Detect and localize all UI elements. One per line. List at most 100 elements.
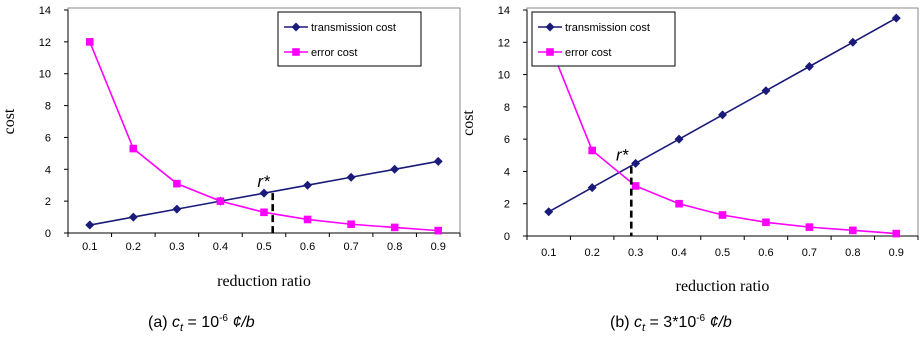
legend-diamond-marker <box>291 22 301 32</box>
caption-prefix: (b) <box>610 314 634 331</box>
legend-box <box>531 11 676 67</box>
caption-variable: c <box>634 314 642 331</box>
transmission-cost-point <box>804 62 814 71</box>
caption-subscript: t <box>642 322 646 334</box>
error-cost-point <box>849 226 857 235</box>
transmission-cost-point <box>85 220 95 230</box>
caption-variable: c <box>172 314 180 331</box>
x-tick-label: 0.7 <box>343 241 358 253</box>
transmission-cost-point <box>128 212 138 222</box>
error-cost-point <box>631 182 640 190</box>
x-tick-label: 0.1 <box>82 241 97 253</box>
transmission-cost-point <box>587 183 597 193</box>
transmission-cost-point <box>390 164 400 174</box>
transmission-cost-point <box>674 134 684 144</box>
x-tick-label: 0.3 <box>169 241 184 253</box>
transmission-cost-point <box>346 172 356 182</box>
error-cost-point <box>347 220 355 229</box>
error-cost-point <box>434 226 443 235</box>
transmission-cost-point <box>303 180 313 190</box>
legend-label-error: error cost <box>311 47 357 59</box>
y-tick-label: 12 <box>498 37 510 49</box>
transmission-cost-point <box>718 110 727 120</box>
transmission-cost-point <box>544 207 554 217</box>
y-tick-label: 4 <box>45 164 51 176</box>
y-tick-label: 6 <box>45 132 51 144</box>
x-tick-label: 0.7 <box>802 247 817 259</box>
optimal-ratio-label: r* <box>257 172 271 191</box>
error-cost-point <box>588 146 596 155</box>
error-cost-point <box>390 223 399 232</box>
legend-label-transmission: transmission cost <box>565 22 650 34</box>
y-tick-label: 0 <box>504 231 510 243</box>
x-tick-label: 0.6 <box>300 241 315 253</box>
transmission-cost-point <box>259 188 269 198</box>
transmission-cost-point <box>848 37 858 47</box>
legend-square-marker <box>546 48 554 56</box>
y-tick-label: 10 <box>39 69 51 81</box>
caption-prefix: (a) <box>148 314 172 331</box>
caption-equals: = 3*10 <box>645 314 696 331</box>
error-cost-point <box>303 215 312 224</box>
error-cost-point <box>173 179 181 188</box>
transmission-cost-point <box>172 204 182 214</box>
caption-unit: ¢/b <box>705 314 732 331</box>
legend-diamond-marker <box>545 22 555 32</box>
transmission-cost-point <box>761 86 771 96</box>
caption-superscript: -6 <box>219 313 228 324</box>
y-tick-label: 0 <box>45 228 51 240</box>
x-tick-label: 0.4 <box>671 247 686 259</box>
y-tick-label: 2 <box>45 196 51 208</box>
x-tick-label: 0.8 <box>845 247 860 259</box>
x-tick-label: 0.8 <box>387 241 402 253</box>
chart-caption: (b) ct = 3*10-6 ¢/b <box>610 313 732 334</box>
chart-b: 0 2 4 6 8 10 12 14 0.1 0.2 0.3 0.4 0.5 0.6 0.7 0.8 0.9 re… <box>460 5 919 334</box>
caption-equals: = 10 <box>183 314 219 331</box>
x-tick-label: 0.1 <box>541 247 556 259</box>
x-axis-label: reduction ratio <box>217 273 311 290</box>
y-tick-label: 8 <box>504 102 510 114</box>
transmission-cost-point <box>433 156 443 166</box>
transmission-cost-point <box>891 13 901 23</box>
error-cost-point <box>129 144 138 153</box>
x-tick-label: 0.2 <box>585 247 600 259</box>
transmission-cost-point <box>631 158 641 168</box>
error-cost-point <box>675 199 683 208</box>
y-tick-label: 2 <box>504 199 510 211</box>
y-tick-label: 10 <box>498 70 510 82</box>
x-tick-label: 0.9 <box>431 241 446 253</box>
error-cost-point <box>260 208 268 217</box>
error-cost-point <box>85 38 94 46</box>
x-axis-label: reduction ratio <box>676 278 770 295</box>
x-tick-label: 0.9 <box>889 247 904 259</box>
y-tick-label: 6 <box>504 134 510 146</box>
x-tick-label: 0.2 <box>126 241 141 253</box>
x-tick-label: 0.4 <box>213 241 228 253</box>
error-cost-point <box>718 211 727 219</box>
legend-label-transmission: transmission cost <box>311 22 396 34</box>
legend-box <box>277 11 422 67</box>
error-cost-point <box>892 229 901 238</box>
error-cost-line <box>547 41 897 235</box>
legend-square-marker <box>292 48 300 56</box>
error-cost-point <box>762 218 770 227</box>
caption-subscript: t <box>180 322 184 334</box>
error-cost-line <box>89 41 439 232</box>
y-tick-label: 12 <box>39 37 51 49</box>
chart-a: 0 2 4 6 8 10 12 14 0.1 0.2 0.3 0.4 0.5 0.6 0.7 0.8 0.9 re… <box>1 5 461 334</box>
y-axis-label: cost <box>1 108 18 134</box>
y-tick-label: 8 <box>45 101 51 113</box>
y-axis-label: cost <box>460 110 477 136</box>
x-tick-label: 0.3 <box>628 247 643 259</box>
y-tick-label: 14 <box>498 5 510 17</box>
x-tick-label: 0.5 <box>715 247 730 259</box>
caption-superscript: -6 <box>696 313 705 324</box>
caption-unit: ¢/b <box>228 314 255 331</box>
legend-label-error: error cost <box>565 47 611 59</box>
optimal-ratio-label: r* <box>616 146 630 165</box>
x-tick-label: 0.6 <box>758 247 773 259</box>
x-tick-label: 0.5 <box>256 241 271 253</box>
y-tick-label: 4 <box>504 166 510 178</box>
chart-caption: (a) ct = 10-6 ¢/b <box>148 313 255 334</box>
